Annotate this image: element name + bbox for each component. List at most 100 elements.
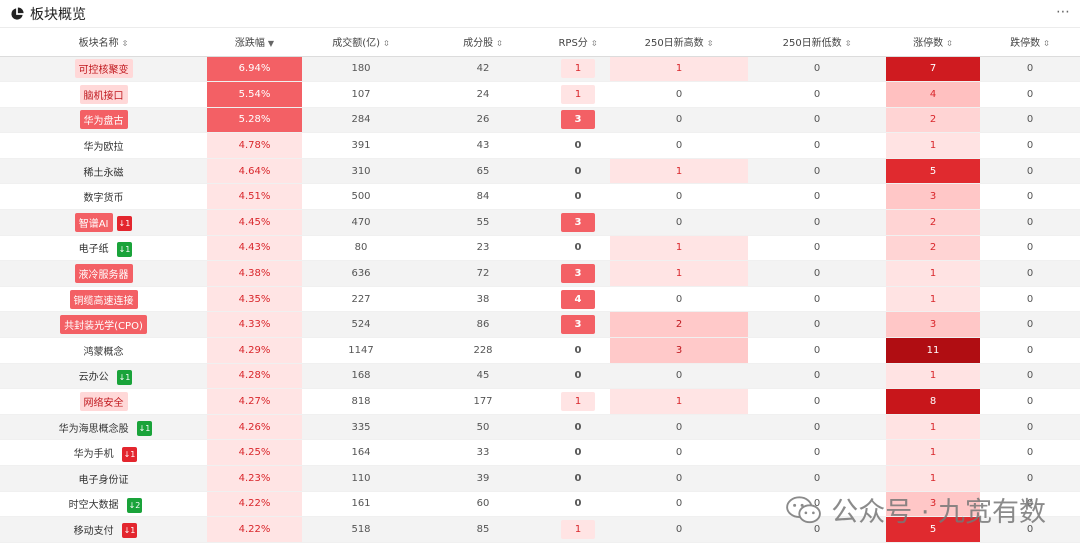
sector-name[interactable]: 云办公 <box>78 372 109 384</box>
table-row[interactable]: 智谱AI ↓1 4.45% 470 55 3 0 0 2 0 <box>0 209 1080 236</box>
col-header-change[interactable]: 涨跌幅 ▼ <box>207 28 302 57</box>
sector-name[interactable]: 华为手机 <box>73 449 114 461</box>
table-row[interactable]: 时空大数据 ↓2 4.22% 161 60 0 0 0 3 0 <box>0 491 1080 518</box>
cell-change-pct: 4.51% <box>207 183 302 211</box>
table-row[interactable]: 数字货币 4.51% 500 84 0 0 0 3 0 <box>0 183 1080 211</box>
cell-250-high: 3 <box>610 337 748 364</box>
cell-rps: 1 <box>546 516 610 543</box>
sort-icon[interactable]: ⇳ <box>844 38 852 48</box>
table-row[interactable]: 脑机接口 5.54% 107 24 1 0 0 4 0 <box>0 81 1080 108</box>
sector-name[interactable]: 脑机接口 <box>79 84 128 104</box>
cell-limit-up: 3 <box>886 183 980 211</box>
cell-limit-up: 1 <box>886 132 980 159</box>
cell-rps: 0 <box>546 158 610 185</box>
sector-name[interactable]: 共封装光学(CPO) <box>60 315 147 335</box>
cell-250-high: 0 <box>610 439 748 466</box>
sort-icon[interactable]: ⇳ <box>496 38 503 48</box>
sector-name[interactable]: 电子纸 <box>78 244 109 256</box>
cell-change-pct: 4.23% <box>207 465 302 492</box>
cell-sector-name: 云办公 ↓1 <box>0 363 207 390</box>
sort-desc-icon[interactable]: ▼ <box>267 38 275 48</box>
sort-icon[interactable]: ⇳ <box>383 38 390 48</box>
cell-rps: 4 <box>546 286 610 313</box>
more-options-icon[interactable]: ⋯ <box>1056 4 1070 20</box>
table-row[interactable]: 电子身份证 4.23% 110 39 0 0 0 1 0 <box>0 465 1080 492</box>
sort-icon[interactable]: ⇳ <box>706 38 714 48</box>
sector-name[interactable]: 华为海思概念股 <box>58 423 129 435</box>
cell-limit-up: 3 <box>886 491 980 518</box>
sector-name[interactable]: 智谱AI <box>74 212 113 232</box>
cell-rps: 0 <box>546 337 610 364</box>
cell-250-high: 0 <box>610 491 748 518</box>
table-row[interactable]: 鸿蒙概念 4.29% 1147 228 0 3 0 11 0 <box>0 337 1080 364</box>
cell-amount: 470 <box>302 209 420 236</box>
sort-icon[interactable]: ⇳ <box>590 38 598 48</box>
col-header-stocks[interactable]: 成分股 ⇳ <box>420 28 546 57</box>
cell-250-high: 0 <box>610 132 748 159</box>
cell-250-low: 0 <box>748 209 886 236</box>
cell-limit-down: 0 <box>980 286 1080 313</box>
cell-250-low: 0 <box>748 337 886 364</box>
sort-icon[interactable]: ⇳ <box>1043 38 1050 48</box>
table-row[interactable]: 电子纸 ↓1 4.43% 80 23 0 1 0 2 0 <box>0 235 1080 262</box>
rps-value: 0 <box>574 165 582 177</box>
table-row[interactable]: 华为欧拉 4.78% 391 43 0 0 0 1 0 <box>0 132 1080 159</box>
rank-change-badge: ↓2 <box>126 497 143 513</box>
table-row[interactable]: 可控核聚变 6.94% 180 42 1 1 0 7 0 <box>0 56 1080 83</box>
cell-stock-count: 39 <box>420 465 546 492</box>
table-row[interactable]: 华为盘古 5.28% 284 26 3 0 0 2 0 <box>0 107 1080 134</box>
cell-stock-count: 84 <box>420 183 546 211</box>
cell-250-low: 0 <box>748 363 886 390</box>
sort-icon[interactable]: ⇳ <box>946 38 953 48</box>
table-row[interactable]: 移动支付 ↓1 4.22% 518 85 1 0 0 5 0 <box>0 516 1080 543</box>
table-row[interactable]: 云办公 ↓1 4.28% 168 45 0 0 0 1 0 <box>0 363 1080 390</box>
table-row[interactable]: 共封装光学(CPO) 4.33% 524 86 3 2 0 3 0 <box>0 311 1080 339</box>
cell-change-pct: 4.29% <box>207 337 302 364</box>
cell-change-pct: 4.38% <box>207 260 302 287</box>
table-row[interactable]: 稀土永磁 4.64% 310 65 0 1 0 5 0 <box>0 158 1080 185</box>
sector-name[interactable]: 移动支付 <box>73 525 114 537</box>
sector-name[interactable]: 液冷服务器 <box>74 264 133 284</box>
cell-limit-down: 0 <box>980 388 1080 415</box>
table-row[interactable]: 华为手机 ↓1 4.25% 164 33 0 0 0 1 0 <box>0 439 1080 466</box>
cell-250-high: 0 <box>610 107 748 134</box>
sector-name[interactable]: 可控核聚变 <box>74 59 133 79</box>
col-header-name[interactable]: 板块名称 ⇳ <box>0 28 207 57</box>
cell-limit-down: 0 <box>980 414 1080 441</box>
table-row[interactable]: 网络安全 4.27% 818 177 1 1 0 8 0 <box>0 388 1080 415</box>
sector-name[interactable]: 稀土永磁 <box>83 167 124 179</box>
cell-change-pct: 4.43% <box>207 235 302 262</box>
cell-250-high: 1 <box>610 260 748 287</box>
table-row[interactable]: 液冷服务器 4.38% 636 72 3 1 0 1 0 <box>0 260 1080 287</box>
cell-stock-count: 24 <box>420 81 546 108</box>
cell-250-low: 0 <box>748 107 886 134</box>
sector-name[interactable]: 华为欧拉 <box>83 142 124 154</box>
sector-name[interactable]: 时空大数据 <box>68 500 119 512</box>
sector-name[interactable]: 网络安全 <box>79 392 128 412</box>
sector-name[interactable]: 铜缆高速连接 <box>69 289 138 309</box>
col-header-250-high[interactable]: 250日新高数 ⇳ <box>610 28 748 57</box>
rps-value: 3 <box>561 264 595 284</box>
sector-name[interactable]: 数字货币 <box>83 193 124 205</box>
col-header-rps[interactable]: RPS分 ⇳ <box>546 28 610 57</box>
col-header-amount[interactable]: 成交额(亿) ⇳ <box>302 28 420 57</box>
sector-name[interactable]: 华为盘古 <box>79 110 128 130</box>
cell-250-high: 0 <box>610 286 748 313</box>
sort-icon[interactable]: ⇳ <box>121 38 129 48</box>
table-row[interactable]: 铜缆高速连接 4.35% 227 38 4 0 0 1 0 <box>0 286 1080 313</box>
cell-stock-count: 65 <box>420 158 546 185</box>
cell-250-low: 0 <box>748 56 886 83</box>
cell-rps: 0 <box>546 465 610 492</box>
col-header-250-low[interactable]: 250日新低数 ⇳ <box>748 28 886 57</box>
sector-name[interactable]: 电子身份证 <box>78 474 129 486</box>
col-header-limit-down[interactable]: 跌停数 ⇳ <box>980 28 1080 57</box>
cell-amount: 518 <box>302 516 420 543</box>
cell-sector-name: 移动支付 ↓1 <box>0 516 207 543</box>
cell-250-low: 0 <box>748 465 886 492</box>
sector-name[interactable]: 鸿蒙概念 <box>83 346 124 358</box>
table-row[interactable]: 华为海思概念股 ↓1 4.26% 335 50 0 0 0 1 0 <box>0 414 1080 441</box>
cell-limit-down: 0 <box>980 516 1080 543</box>
cell-250-high: 0 <box>610 414 748 441</box>
cell-amount: 80 <box>302 235 420 262</box>
col-header-limit-up[interactable]: 涨停数 ⇳ <box>886 28 980 57</box>
